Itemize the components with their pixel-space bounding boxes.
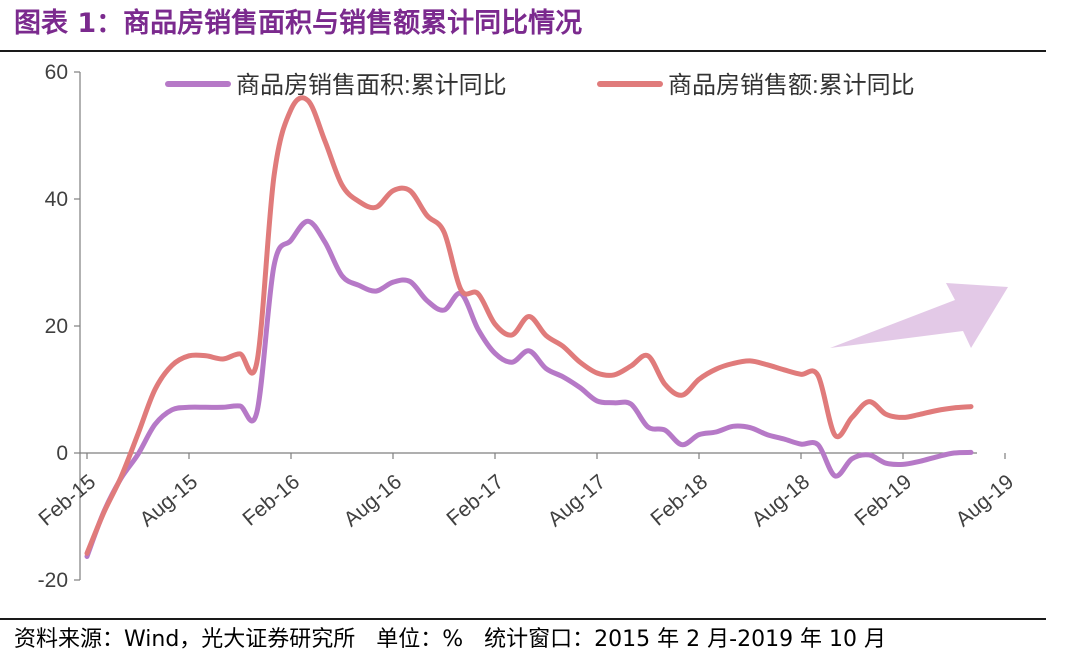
y-tick-label: 60 bbox=[45, 61, 68, 84]
trend-arrow bbox=[830, 283, 1008, 348]
x-tick-label: Aug-18 bbox=[748, 470, 815, 531]
x-tick-label: Feb-16 bbox=[238, 470, 304, 530]
series-line-sales bbox=[84, 95, 974, 556]
window-note: 统计窗口：2015 年 2 月-2019 年 10 月 bbox=[484, 627, 887, 652]
figure-title: 图表 1：商品房销售面积与销售额累计同比情况 bbox=[14, 8, 583, 39]
x-tick-label: Aug-15 bbox=[136, 470, 203, 531]
y-tick-label: 40 bbox=[45, 188, 68, 211]
y-tick-label: 20 bbox=[45, 315, 68, 338]
source-note: 资料来源：Wind，光大证券研究所 bbox=[14, 627, 356, 652]
x-tick-label: Feb-18 bbox=[646, 470, 712, 530]
x-tick-label: Aug-19 bbox=[952, 470, 1019, 531]
legend-sales-label: 商品房销售额:累计同比 bbox=[668, 72, 915, 99]
footer-rule bbox=[0, 618, 1046, 620]
x-tick-label: Aug-17 bbox=[544, 470, 611, 531]
title-rule bbox=[0, 50, 1046, 52]
footer: 资料来源：Wind，光大证券研究所 单位：% 统计窗口：2015 年 2 月-2… bbox=[14, 620, 886, 660]
legend-area-label: 商品房销售面积:累计同比 bbox=[236, 72, 507, 99]
unit-note: 单位：% bbox=[376, 627, 464, 652]
y-tick-label: 0 bbox=[56, 442, 68, 465]
x-tick-label: Feb-19 bbox=[850, 470, 916, 530]
x-tick-label: Feb-15 bbox=[34, 470, 100, 530]
y-tick-label: -20 bbox=[38, 569, 68, 592]
line-chart: -20 0 20 40 60 Feb-15 Aug-15 Feb-16 Aug-16 Feb-17… bbox=[34, 61, 1019, 592]
series-line-area bbox=[84, 218, 974, 559]
x-tick-label: Feb-17 bbox=[442, 470, 508, 530]
x-tick-label: Aug-16 bbox=[340, 470, 407, 531]
